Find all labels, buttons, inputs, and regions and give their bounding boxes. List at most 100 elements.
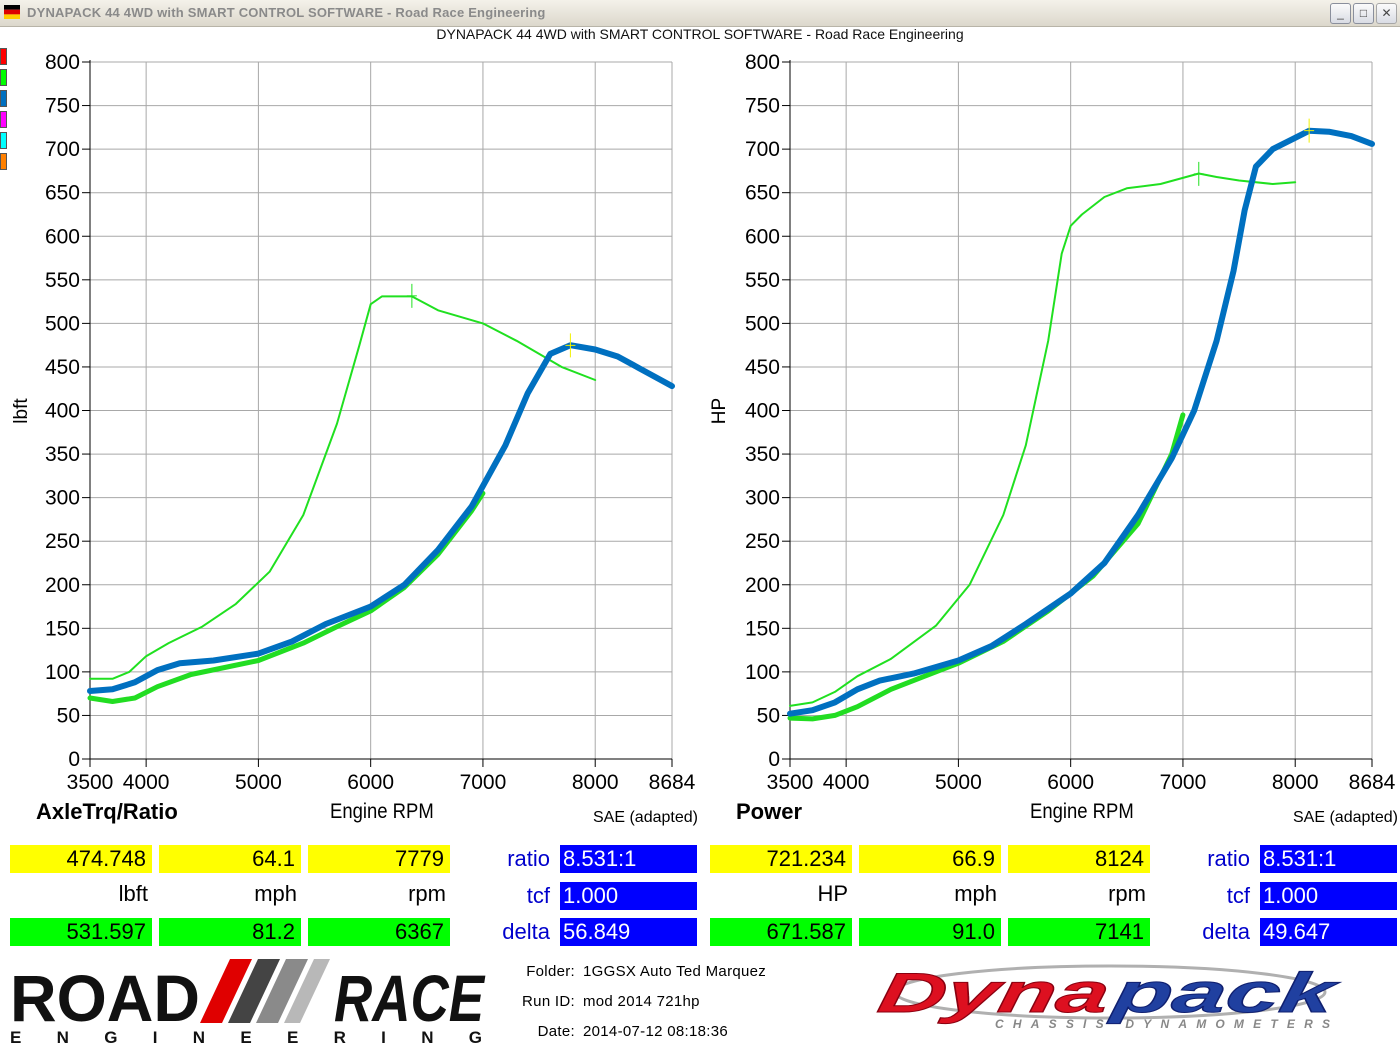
info-folder-label: Folder: <box>526 963 575 980</box>
x-tick-label: 6000 <box>1047 771 1094 794</box>
power-unit-label: HP <box>817 881 848 906</box>
power-current-rpm: 8124 <box>1008 845 1150 873</box>
x-tick-label: 5000 <box>935 771 982 794</box>
legend-swatch[interactable] <box>0 153 7 170</box>
series-line-0 <box>89 295 597 680</box>
y-tick-label: 250 <box>45 530 80 553</box>
y-tick-label: 0 <box>768 748 780 771</box>
y-tick-label: 300 <box>45 487 80 510</box>
power-peak-rpm: 7141 <box>1008 918 1150 946</box>
app-flag-icon <box>4 5 20 19</box>
y-tick-label: 300 <box>745 487 780 510</box>
y-tick-label: 0 <box>68 748 80 771</box>
info-date: Date: 2014-07-12 08:18:36 <box>505 1023 728 1040</box>
power-ratio-label: ratio <box>1207 846 1250 871</box>
x-tick-label: 3500 <box>67 771 114 794</box>
y-tick-label: 700 <box>745 138 780 161</box>
legend-swatch[interactable] <box>0 111 7 128</box>
power-x-axis-label: Engine RPM <box>1030 800 1134 823</box>
series-line-1 <box>787 412 1186 722</box>
torque-ratio-label: ratio <box>507 846 550 871</box>
power-tcf-label: tcf <box>1226 883 1250 908</box>
torque-chart: 0 50 100 150 200 250 300 350 400 450 500 550 600 650 7… <box>45 51 696 794</box>
y-tick-label: 500 <box>45 312 80 335</box>
torque-tcf-label: tcf <box>526 883 550 908</box>
x-tick-label: 7000 <box>1160 771 1207 794</box>
info-folder-value: 1GGSX Auto Ted Marquez <box>583 963 767 980</box>
x-tick-label: 3500 <box>767 771 814 794</box>
torque-tcf-value: 1.000 <box>560 882 697 910</box>
legend-swatch[interactable] <box>0 69 7 86</box>
torque-correction-label: SAE (adapted) <box>593 809 698 826</box>
y-tick-label: 150 <box>745 617 780 640</box>
dynapack-logo: Dyna pack CHASSIS DYNAMOMETERS <box>875 961 1345 1031</box>
road-race-logo-race-text: RACE <box>334 961 486 1035</box>
torque-delta-label: delta <box>502 919 550 944</box>
y-tick-label: 200 <box>45 574 80 597</box>
minimize-button[interactable]: _ <box>1330 3 1351 24</box>
y-tick-label: 350 <box>45 443 80 466</box>
x-tick-label: 5000 <box>235 771 282 794</box>
power-mph-unit: mph <box>954 881 997 906</box>
y-tick-label: 250 <box>745 530 780 553</box>
y-tick-label: 500 <box>745 312 780 335</box>
y-tick-label: 800 <box>745 51 780 74</box>
power-rpm-unit: rpm <box>1108 881 1146 906</box>
y-tick-label: 400 <box>745 400 780 423</box>
y-tick-label: 600 <box>45 225 80 248</box>
power-y-axis-label: HP <box>709 397 730 425</box>
torque-y-axis-label: lbft <box>11 398 32 424</box>
y-tick-label: 550 <box>45 269 80 292</box>
power-current-mph: 66.9 <box>859 845 1001 873</box>
y-tick-label: 750 <box>745 95 780 118</box>
x-tick-label: 4000 <box>123 771 170 794</box>
x-tick-label: 8684 <box>649 771 696 794</box>
info-date-label: Date: <box>537 1023 575 1040</box>
y-tick-label: 100 <box>45 661 80 684</box>
torque-current-value: 474.748 <box>10 845 152 873</box>
x-tick-label: 8684 <box>1349 771 1396 794</box>
power-tcf-value: 1.000 <box>1260 882 1397 910</box>
legend-swatch[interactable] <box>0 132 7 149</box>
power-ratio-value: 8.531:1 <box>1260 845 1397 873</box>
y-tick-label: 450 <box>45 356 80 379</box>
info-runid-value: mod 2014 721hp <box>583 993 700 1010</box>
torque-peak-mph: 81.2 <box>159 918 301 946</box>
series-line-2 <box>787 127 1375 717</box>
power-current-value: 721.234 <box>710 845 852 873</box>
legend-swatch[interactable] <box>0 48 7 65</box>
torque-unit-label: lbft <box>118 881 148 906</box>
x-tick-label: 6000 <box>347 771 394 794</box>
info-runid: Run ID: mod 2014 721hp <box>505 993 700 1010</box>
y-tick-label: 50 <box>57 704 80 727</box>
x-tick-label: 4000 <box>823 771 870 794</box>
y-tick-label: 50 <box>757 704 780 727</box>
x-tick-label: 8000 <box>1272 771 1319 794</box>
road-race-logo-road-text: ROAD <box>10 961 200 1035</box>
y-tick-label: 600 <box>745 225 780 248</box>
y-tick-label: 350 <box>745 443 780 466</box>
maximize-button[interactable]: □ <box>1353 3 1374 24</box>
window-titlebar: DYNAPACK 44 4WD with SMART CONTROL SOFTW… <box>0 0 1400 27</box>
legend-swatch[interactable] <box>0 90 7 107</box>
series-line-2 <box>87 342 675 694</box>
info-folder: Folder: 1GGSX Auto Ted Marquez <box>505 963 766 980</box>
torque-chart-name: AxleTrq/Ratio <box>36 799 178 824</box>
info-date-value: 2014-07-12 08:18:36 <box>583 1023 728 1040</box>
power-peak-mph: 91.0 <box>859 918 1001 946</box>
x-tick-label: 7000 <box>460 771 507 794</box>
torque-ratio-value: 8.531:1 <box>560 845 697 873</box>
torque-x-axis-label: Engine RPM <box>330 800 434 823</box>
power-correction-label: SAE (adapted) <box>1293 809 1398 826</box>
dynapack-logo-dyna: Dyna <box>875 961 1115 1024</box>
y-tick-label: 200 <box>745 574 780 597</box>
torque-current-rpm: 7779 <box>308 845 450 873</box>
road-race-logo: ROAD RACE ENGINEERING <box>10 959 486 1047</box>
chart-header-title: DYNAPACK 44 4WD with SMART CONTROL SOFTW… <box>436 26 964 42</box>
close-button[interactable]: ✕ <box>1376 3 1397 24</box>
y-tick-label: 650 <box>45 182 80 205</box>
power-delta-value: 49.647 <box>1260 918 1397 946</box>
y-tick-label: 150 <box>45 617 80 640</box>
power-peak-value: 671.587 <box>710 918 852 946</box>
y-tick-label: 750 <box>45 95 80 118</box>
